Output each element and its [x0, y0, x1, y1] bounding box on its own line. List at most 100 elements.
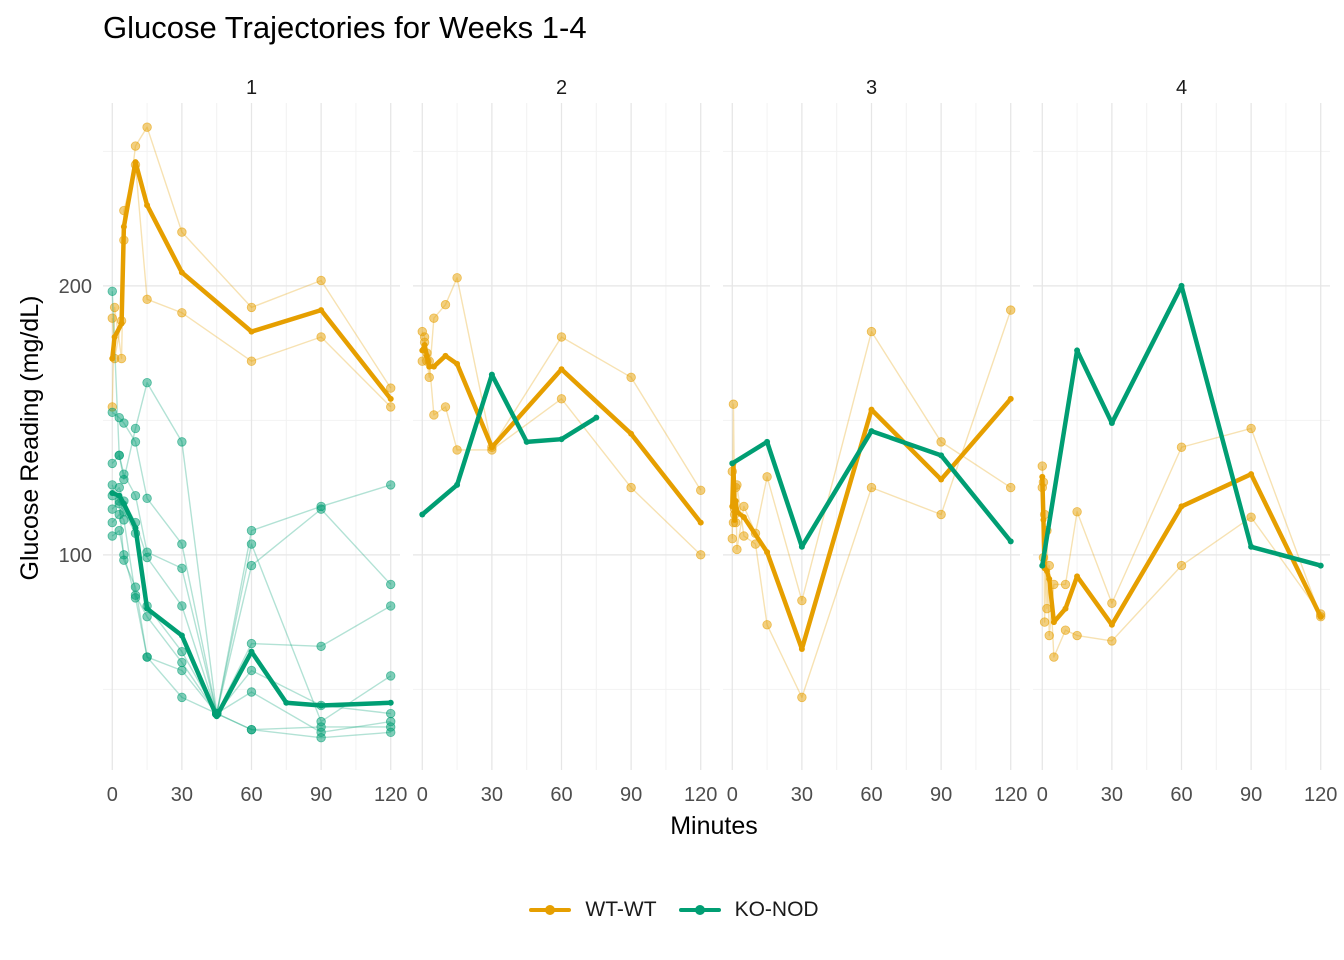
mean-point-ko-nod: [1317, 562, 1324, 569]
mean-point-wt-wt: [1108, 621, 1115, 628]
mean-point-wt-wt: [1046, 576, 1053, 583]
individual-point-wt-wt: [130, 141, 141, 151]
x-tick-label: 0: [727, 784, 738, 806]
individual-point-ko-nod: [119, 555, 129, 565]
individual-point-ko-nod: [246, 687, 257, 697]
individual-point-ko-nod: [386, 708, 396, 719]
individual-point-wt-wt: [142, 122, 152, 132]
x-tick-label: 120: [684, 784, 717, 806]
individual-point-ko-nod: [107, 458, 117, 469]
mean-point-wt-wt: [628, 430, 635, 437]
individual-point-ko-nod: [114, 525, 124, 536]
mean-point-ko-nod: [283, 699, 290, 706]
individual-point-wt-wt: [762, 472, 772, 482]
individual-point-ko-nod: [177, 601, 187, 611]
individual-point-wt-wt: [1072, 630, 1082, 641]
individual-point-wt-wt: [1072, 507, 1082, 517]
mean-point-ko-nod: [120, 500, 127, 507]
individual-point-wt-wt: [739, 531, 749, 541]
mean-point-wt-wt: [419, 347, 426, 354]
individual-point-wt-wt: [1049, 652, 1059, 662]
mean-point-wt-wt: [868, 406, 875, 413]
mean-point-ko-nod: [178, 632, 185, 639]
y-tick-label: 200: [59, 276, 92, 298]
mean-point-wt-wt: [248, 328, 255, 335]
legend-key-ko-nod: [675, 900, 725, 920]
mean-point-ko-nod: [729, 460, 736, 467]
mean-line-ko-nod: [730, 428, 1013, 550]
individual-point-ko-nod: [316, 722, 326, 732]
x-tick-label: 0: [417, 784, 428, 806]
mean-point-ko-nod: [1248, 543, 1255, 550]
individual-point-wt-wt: [1060, 625, 1071, 635]
individual-point-ko-nod: [177, 665, 187, 676]
individual-point-wt-wt: [1107, 636, 1117, 646]
individual-point-ko-nod: [386, 727, 396, 738]
facet-label-3: 3: [866, 77, 877, 99]
individual-point-ko-nod: [386, 579, 396, 590]
individual-point-ko-nod: [316, 641, 326, 651]
individual-point-ko-nod: [316, 504, 326, 514]
individual-point-ko-nod: [130, 490, 141, 501]
individual-point-wt-wt: [797, 595, 807, 606]
individual-point-ko-nod: [177, 539, 187, 549]
individual-point-wt-wt: [429, 410, 439, 420]
individual-point-wt-wt: [728, 399, 739, 409]
legend: WT-WT KO-NOD: [0, 890, 1344, 930]
mean-point-ko-nod: [419, 511, 426, 518]
individual-point-wt-wt: [1006, 482, 1016, 493]
individual-point-ko-nod: [130, 437, 141, 447]
individual-point-wt-wt: [1044, 630, 1054, 641]
x-tick-label: 30: [481, 784, 503, 806]
individual-point-wt-wt: [386, 383, 396, 393]
individual-point-wt-wt: [177, 308, 187, 318]
facet-label-1: 1: [246, 77, 257, 99]
mean-point-ko-nod: [488, 371, 495, 378]
mean-point-wt-wt: [426, 363, 433, 370]
mean-point-ko-nod: [523, 438, 530, 445]
individual-point-wt-wt: [556, 394, 567, 404]
individual-point-wt-wt: [936, 437, 946, 447]
mean-point-wt-wt: [733, 508, 740, 515]
individual-point-wt-wt: [626, 372, 636, 383]
individual-point-wt-wt: [1039, 617, 1050, 627]
individual-point-wt-wt: [316, 275, 326, 286]
x-tick-label: 60: [240, 784, 262, 806]
mean-point-wt-wt: [454, 360, 461, 367]
individual-point-ko-nod: [177, 657, 187, 668]
mean-point-ko-nod: [558, 436, 565, 443]
individual-point-ko-nod: [119, 418, 129, 428]
individual-point-wt-wt: [866, 482, 877, 493]
mean-point-wt-wt: [938, 476, 945, 483]
mean-point-wt-wt: [178, 269, 185, 276]
individual-point-wt-wt: [762, 620, 772, 630]
legend-item-ko-nod: KO-NOD: [675, 898, 819, 922]
individual-point-ko-nod: [177, 692, 187, 703]
panel-2: 2 0 30 60 90 120: [413, 77, 717, 806]
individual-point-ko-nod: [142, 552, 152, 563]
mean-point-wt-wt: [1043, 567, 1050, 574]
individual-point-wt-wt: [1037, 461, 1047, 471]
individual-point-ko-nod: [177, 646, 187, 657]
individual-point-wt-wt: [109, 302, 120, 313]
individual-point-wt-wt: [936, 509, 946, 520]
facet-label-4: 4: [1176, 77, 1187, 99]
individual-point-wt-wt: [727, 534, 737, 544]
individual-point-ko-nod: [142, 493, 152, 504]
individual-point-ko-nod: [107, 407, 117, 417]
individual-line-wt-wt: [111, 164, 392, 408]
individual-point-ko-nod: [119, 469, 129, 479]
mean-point-wt-wt: [1248, 471, 1255, 478]
x-tick-label: 90: [930, 784, 952, 806]
individual-line-ko-nod: [111, 529, 391, 731]
mean-point-wt-wt: [421, 342, 428, 349]
individual-point-wt-wt: [732, 544, 742, 555]
individual-point-ko-nod: [130, 582, 141, 592]
individual-point-wt-wt: [797, 692, 807, 703]
individual-line-ko-nod: [111, 291, 391, 715]
individual-point-wt-wt: [246, 302, 257, 313]
individual-point-wt-wt: [866, 326, 877, 337]
x-tick-label: 30: [791, 784, 813, 806]
mean-point-ko-nod: [109, 489, 116, 496]
mean-line-ko-nod: [1040, 283, 1323, 568]
